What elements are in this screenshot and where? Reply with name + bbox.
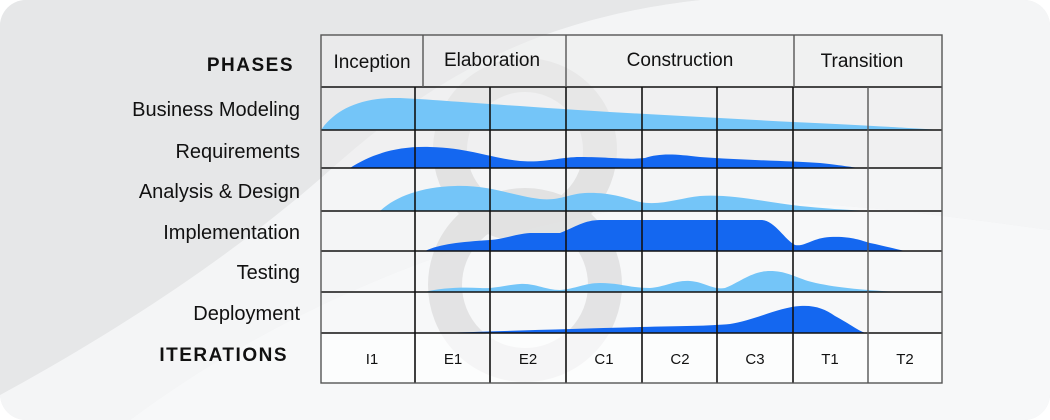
phase-inception: Inception bbox=[333, 52, 410, 73]
iterations-row: I1 E1 E2 C1 C2 C3 T1 T2 bbox=[366, 351, 914, 368]
discipline-label: Implementation bbox=[163, 222, 300, 244]
curve-deployment bbox=[440, 305, 910, 333]
discipline-label: Business Modeling bbox=[132, 99, 300, 121]
iteration-label: C1 bbox=[594, 351, 613, 368]
curve-testing bbox=[425, 271, 900, 292]
curve-business-modeling bbox=[321, 97, 942, 130]
phase-transition: Transition bbox=[821, 51, 904, 72]
grid-lines bbox=[321, 86, 942, 383]
row-labels: PHASES Business Modeling Requirements An… bbox=[0, 0, 300, 420]
curve-requirements bbox=[350, 146, 860, 168]
iteration-label: T1 bbox=[821, 351, 839, 368]
discipline-label: Deployment bbox=[193, 303, 300, 325]
iteration-label: E2 bbox=[519, 351, 537, 368]
discipline-label: Analysis & Design bbox=[138, 181, 300, 203]
curve-implementation bbox=[425, 220, 905, 251]
phases-heading: PHASES bbox=[206, 55, 294, 76]
discipline-label: Testing bbox=[236, 262, 300, 284]
iterations-heading: ITERATIONS bbox=[159, 345, 288, 366]
iteration-label: C2 bbox=[670, 351, 689, 368]
iteration-label: I1 bbox=[366, 351, 379, 368]
iteration-label: E1 bbox=[444, 351, 462, 368]
phase-construction: Construction bbox=[627, 50, 734, 71]
iteration-label: T2 bbox=[896, 351, 914, 368]
phase-elaboration: Elaboration bbox=[444, 50, 540, 71]
iteration-label: C3 bbox=[745, 351, 764, 368]
curve-analysis-design bbox=[380, 185, 870, 211]
phase-header: Inception Elaboration Construction Trans… bbox=[333, 50, 903, 73]
discipline-label: Requirements bbox=[175, 141, 300, 163]
